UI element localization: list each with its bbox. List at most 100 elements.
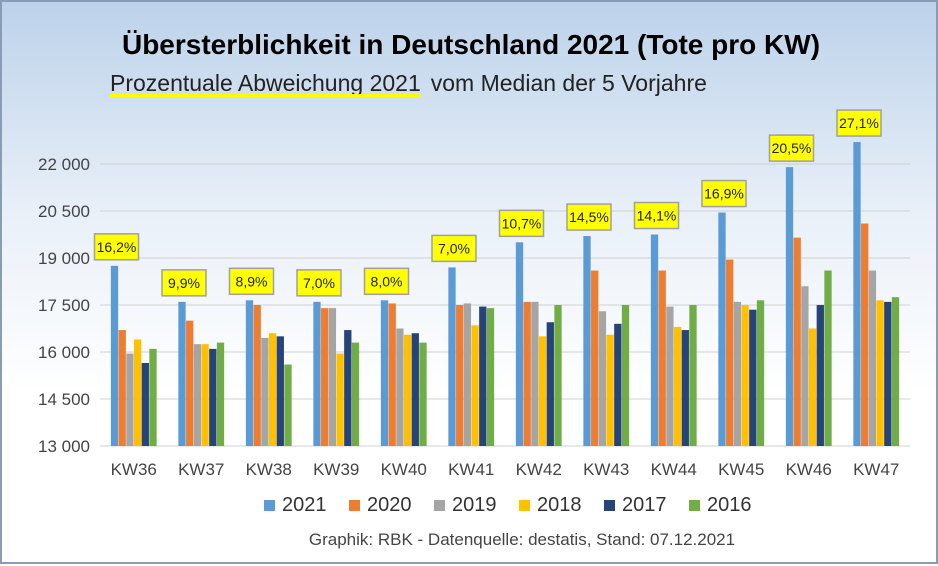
bar-2021-KW38: [245, 300, 254, 446]
legend-swatch: [264, 500, 275, 511]
legend-label: 2016: [707, 494, 752, 516]
bar-2020-KW41: [456, 305, 464, 446]
bar-2017-KW43: [614, 323, 622, 446]
bar-2020-KW44: [658, 270, 666, 446]
x-category-label: KW42: [516, 460, 562, 479]
y-axis-ticks: 13 000 14 500 16 000 17 500 19 000 20 500 22 0…: [38, 155, 90, 456]
annotation-KW46: 20,5%: [768, 134, 815, 162]
bar-2019-KW43: [598, 311, 607, 446]
legend-label: 2020: [367, 494, 412, 516]
annotation-label: 20,5%: [772, 140, 812, 156]
legend-swatch: [689, 500, 700, 511]
legend-item-2016: 2016: [689, 494, 752, 516]
bar-2021-KW36: [110, 265, 119, 446]
bar-2017-KW38: [276, 336, 284, 446]
subtitle-highlight-underline: [110, 94, 421, 97]
bar-2020-KW47: [861, 223, 869, 446]
bar-2018-KW38: [268, 333, 277, 446]
bar-2016-KW44: [689, 305, 697, 446]
annotation-box: [363, 267, 410, 296]
source-note: Graphik: RBK - Datenquelle: destatis, St…: [309, 530, 735, 549]
bar-2016-KW47: [891, 297, 900, 446]
y-tick-label: 17 500: [38, 296, 90, 315]
annotation-KW43: 14,5%: [566, 203, 612, 231]
bar-2020-KW37: [186, 320, 194, 446]
chart-subtitle-highlighted: Prozentuale Abweichung 2021: [110, 70, 421, 96]
annotation-KW41: 7,0%: [431, 234, 477, 263]
y-tick-label: 22 000: [38, 155, 90, 174]
bar-2018-KW44: [673, 326, 682, 446]
bar-2016-KW38: [284, 364, 292, 446]
annotation-box: [498, 209, 545, 238]
annotation-label: 14,5%: [569, 209, 609, 225]
annotation-KW38: 8,9%: [228, 267, 275, 296]
bar-2017-KW42: [546, 322, 554, 446]
annotation-KW40: 8,0%: [363, 267, 410, 296]
annotation-label: 9,9%: [168, 275, 200, 291]
annotation-KW45: 16,9%: [701, 179, 747, 208]
bar-2018-KW46: [808, 328, 817, 446]
bar-2018-KW47: [876, 300, 884, 446]
bar-2021-KW43: [583, 236, 591, 446]
legend-label: 2019: [452, 494, 497, 516]
bar-2019-KW45: [733, 301, 742, 446]
bar-2018-KW43: [606, 334, 614, 446]
bar-2021-KW41: [448, 267, 456, 446]
legend: 2021 2020 2019 2018 2017 2016: [264, 494, 752, 516]
annotation-box: [431, 234, 477, 263]
annotation-box: [701, 179, 747, 208]
x-category-label: KW41: [448, 460, 494, 479]
y-tick-label: 13 000: [38, 437, 90, 456]
bar-2020-KW36: [118, 330, 126, 446]
annotation-KW47: 27,1%: [836, 109, 882, 137]
bar-2020-KW46: [793, 237, 801, 446]
bar-2017-KW36: [141, 362, 149, 446]
bar-2016-KW36: [149, 348, 157, 446]
bar-2021-KW47: [853, 142, 861, 447]
annotation-label: 8,9%: [236, 273, 268, 289]
bar-2020-KW45: [726, 259, 734, 446]
bar-2020-KW42: [523, 301, 531, 446]
bar-2019-KW37: [193, 344, 202, 446]
bar-2020-KW38: [253, 305, 261, 446]
bar-2019-KW46: [801, 286, 809, 446]
annotation-KW39: 7,0%: [296, 269, 342, 297]
bar-2018-KW40: [403, 334, 412, 446]
legend-item-2021: 2021: [264, 494, 327, 516]
bar-2019-KW47: [868, 270, 877, 446]
annotation-box: [93, 233, 140, 261]
annotation-KW42: 10,7%: [498, 209, 545, 238]
legend-item-2018: 2018: [519, 494, 582, 516]
legend-swatch: [604, 500, 615, 511]
bar-2016-KW40: [419, 342, 427, 446]
chart-title: Übersterblichkeit in Deutschland 2021 (T…: [122, 29, 820, 60]
annotation-KW37: 9,9%: [161, 269, 207, 297]
bar-2021-KW37: [178, 301, 186, 446]
bar-2016-KW42: [554, 305, 562, 446]
bar-2016-KW46: [824, 270, 832, 446]
annotation-label: 16,2%: [97, 239, 137, 255]
bar-2018-KW42: [538, 336, 547, 446]
y-tick-label: 20 500: [38, 202, 90, 221]
chart-subtitle-rest: vom Median der 5 Vorjahre: [431, 70, 707, 96]
bar-2017-KW46: [816, 305, 824, 446]
x-category-label: KW46: [786, 460, 832, 479]
x-category-label: KW38: [246, 460, 292, 479]
legend-swatch: [434, 500, 445, 511]
bar-2019-KW39: [328, 308, 337, 446]
x-category-label: KW36: [111, 460, 157, 479]
annotation-label: 16,9%: [704, 186, 744, 202]
x-category-label: KW44: [651, 460, 697, 479]
annotation-box: [633, 201, 680, 230]
bar-2019-KW38: [261, 337, 269, 446]
annotation-label: 7,0%: [438, 240, 470, 256]
bar-2020-KW40: [388, 303, 396, 446]
x-category-label: KW47: [853, 460, 899, 479]
bar-2021-KW40: [380, 300, 389, 446]
annotation-label: 27,1%: [839, 115, 879, 131]
bar-2021-KW39: [313, 301, 321, 446]
x-category-label: KW40: [381, 460, 427, 479]
x-category-label: KW45: [718, 460, 764, 479]
